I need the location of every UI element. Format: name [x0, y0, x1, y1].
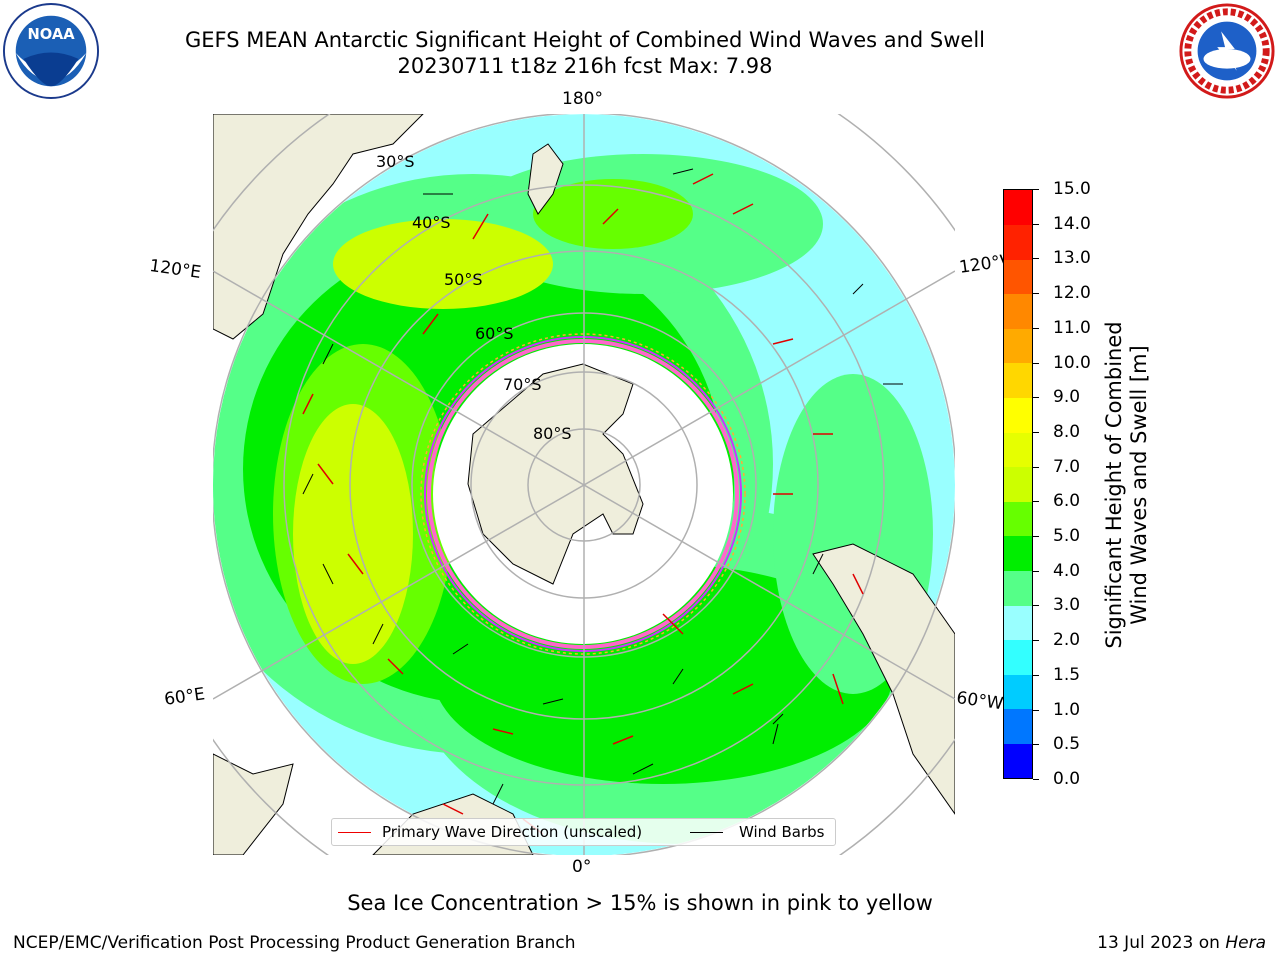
colorbar-tick-mark — [1033, 223, 1039, 225]
colorbar-segment — [1004, 501, 1032, 537]
colorbar-tick-label: 9.0 — [1053, 387, 1081, 408]
colorbar-tick-mark — [1033, 501, 1039, 503]
colorbar-tick-mark — [1033, 431, 1039, 433]
nws-logo — [1179, 3, 1275, 99]
colorbar-segment — [1004, 570, 1032, 606]
colorbar-tick-label: 1.5 — [1053, 664, 1081, 685]
colorbar-segment — [1004, 605, 1032, 641]
noaa-logo: NOAA — [2, 2, 100, 100]
colorbar-tick-mark — [1033, 744, 1039, 746]
colorbar-tick-label: 6.0 — [1053, 491, 1081, 512]
colorbar-tick-label: 4.0 — [1053, 560, 1081, 581]
colorbar-segment — [1004, 535, 1032, 571]
colorbar-tick-label: 12.0 — [1053, 283, 1091, 304]
colorbar-tick-mark — [1033, 189, 1039, 190]
colorbar-tick-mark — [1033, 293, 1039, 295]
sea-ice-note: Sea Ice Concentration > 15% is shown in … — [347, 891, 933, 915]
colorbar-label: Significant Height of Combined Wind Wave… — [1102, 185, 1152, 785]
colorbar-segment — [1004, 224, 1032, 260]
colorbar-segment — [1004, 259, 1032, 295]
colorbar-tick-mark — [1033, 674, 1039, 676]
colorbar-segment — [1004, 639, 1032, 675]
colorbar-tick-mark — [1033, 327, 1039, 329]
colorbar-segment — [1004, 674, 1032, 710]
lat-label-70s: 70°S — [503, 375, 542, 394]
colorbar-tick-label: 15.0 — [1053, 179, 1091, 199]
colorbar-label-line1: Significant Height of Combined — [1102, 321, 1126, 649]
colorbar-tick-label: 0.0 — [1053, 769, 1081, 789]
colorbar-segment — [1004, 293, 1032, 329]
noaa-logo-text: NOAA — [27, 26, 75, 43]
lon-label-60w: 60°W — [955, 688, 1005, 715]
footer-host: Hera — [1225, 933, 1266, 953]
wind-barb-swatch — [690, 832, 723, 833]
colorbar-tick-mark — [1033, 258, 1039, 260]
colorbar-tick-mark — [1033, 779, 1039, 780]
colorbar-segment — [1004, 743, 1032, 779]
colorbar-tick-mark — [1033, 536, 1039, 538]
footer-credit: NCEP/EMC/Verification Post Processing Pr… — [13, 933, 576, 953]
colorbar-tick-label: 0.5 — [1053, 734, 1081, 755]
lat-label-50s: 50°S — [444, 270, 483, 289]
lon-label-0: 0° — [572, 857, 592, 877]
map-legend: Primary Wave Direction (unscaled) Wind B… — [331, 818, 836, 846]
lon-label-60e: 60°E — [163, 684, 207, 710]
colorbar-tick-label: 5.0 — [1053, 526, 1081, 547]
wind-barb-legend-label: Wind Barbs — [739, 823, 825, 841]
colorbar-tick-mark — [1033, 362, 1039, 364]
map-subtitle: 20230711 t18z 216h fcst Max: 7.98 — [397, 54, 773, 78]
colorbar-tick-label: 2.0 — [1053, 630, 1081, 651]
colorbar-segment — [1004, 190, 1032, 226]
lat-label-30s: 30°S — [376, 152, 415, 171]
map-title: GEFS MEAN Antarctic Significant Height o… — [184, 28, 986, 52]
footer-date-text: 13 Jul 2023 on — [1097, 933, 1226, 953]
colorbar-label-line2: Wind Waves and Swell [m] — [1127, 345, 1151, 625]
colorbar-tick-label: 3.0 — [1053, 595, 1081, 616]
lon-label-180: 180° — [562, 89, 603, 109]
colorbar-tick-mark — [1033, 570, 1039, 572]
wind-barbs — [302, 168, 903, 805]
colorbar-tick-label: 1.0 — [1053, 699, 1081, 720]
colorbar-tick-mark — [1033, 640, 1039, 642]
colorbar-segment — [1004, 708, 1032, 744]
colorbar — [1003, 189, 1033, 779]
lat-label-80s: 80°S — [533, 424, 572, 443]
colorbar-segment — [1004, 362, 1032, 399]
antarctic-wave-map — [213, 114, 955, 855]
colorbar-tick-mark — [1033, 466, 1039, 468]
colorbar-tick-label: 14.0 — [1053, 213, 1091, 234]
colorbar-segment — [1004, 466, 1032, 502]
wave-direction-swatch — [338, 832, 371, 833]
lat-label-60s: 60°S — [475, 324, 514, 343]
colorbar-tick-label: 11.0 — [1053, 317, 1091, 338]
lon-label-120e: 120°E — [148, 256, 203, 284]
wave-direction-legend-label: Primary Wave Direction (unscaled) — [382, 823, 643, 841]
colorbar-tick-mark — [1033, 397, 1039, 399]
colorbar-tick-label: 7.0 — [1053, 456, 1081, 477]
colorbar-segment — [1004, 432, 1032, 468]
colorbar-tick-label: 8.0 — [1053, 421, 1081, 442]
colorbar-tick-mark — [1033, 709, 1039, 711]
lat-label-40s: 40°S — [412, 213, 451, 232]
colorbar-tick-label: 10.0 — [1053, 352, 1091, 373]
colorbar-segment — [1004, 397, 1032, 433]
colorbar-tick-mark — [1033, 605, 1039, 607]
footer-date: 13 Jul 2023 on Hera — [1097, 933, 1266, 953]
graticule — [213, 114, 955, 855]
colorbar-segment — [1004, 328, 1032, 364]
colorbar-tick-label: 13.0 — [1053, 248, 1091, 269]
